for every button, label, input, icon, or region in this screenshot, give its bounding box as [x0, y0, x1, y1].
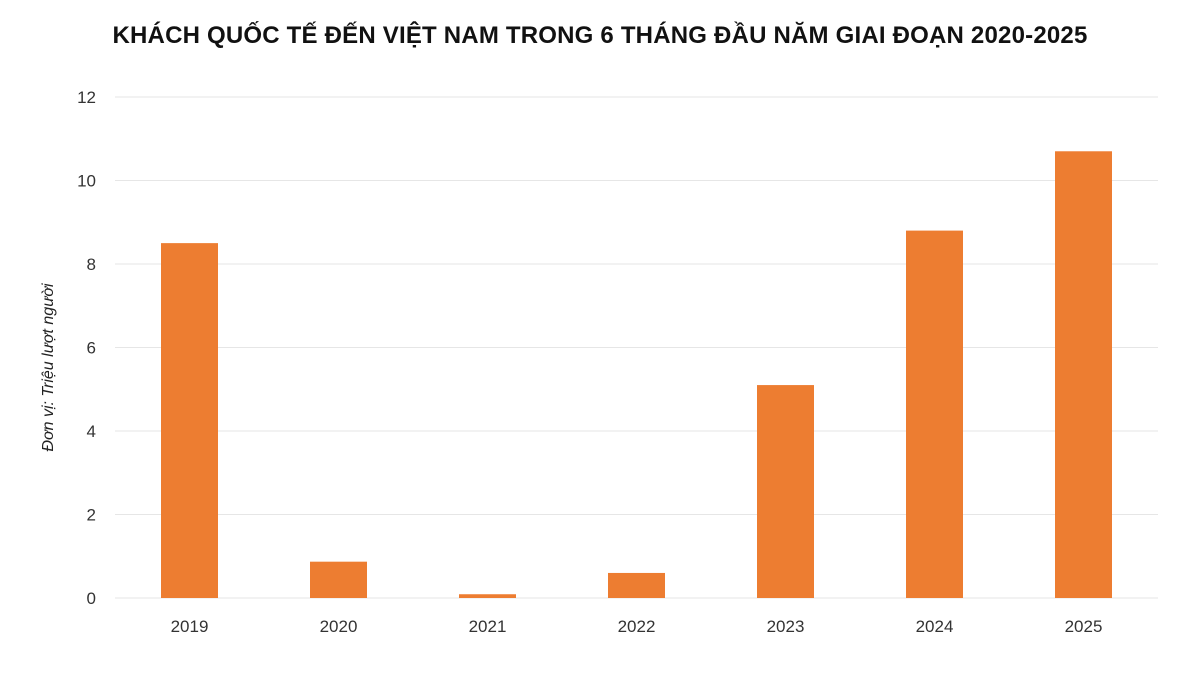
chart-title: KHÁCH QUỐC TẾ ĐẾN VIỆT NAM TRONG 6 THÁNG…: [112, 22, 1088, 49]
y-tick-label: 12: [77, 88, 96, 107]
x-axis-ticks: 2019 2020 2021 2022 2023 2024 2025: [171, 617, 1103, 636]
y-tick-label: 10: [77, 172, 96, 191]
x-tick-label: 2019: [171, 617, 209, 636]
bar-2023: [757, 385, 814, 598]
bar-2019: [161, 243, 218, 598]
bar-2024: [906, 230, 963, 598]
y-axis-title: Đơn vị: Triệu lượt người: [40, 283, 57, 452]
x-tick-label: 2022: [618, 617, 656, 636]
bar-2020: [310, 561, 367, 598]
bar-2021: [459, 594, 516, 598]
y-tick-label: 2: [87, 506, 96, 525]
y-tick-label: 4: [87, 422, 96, 441]
bars: [161, 151, 1112, 598]
bar-2022: [608, 572, 665, 598]
x-tick-label: 2023: [767, 617, 805, 636]
y-tick-label: 0: [87, 589, 96, 608]
y-axis-ticks: 0 2 4 6 8 10 12: [77, 88, 96, 608]
y-tick-label: 6: [87, 339, 96, 358]
x-tick-label: 2020: [320, 617, 358, 636]
gridlines: [115, 96, 1158, 599]
x-tick-label: 2025: [1065, 617, 1103, 636]
x-tick-label: 2021: [469, 617, 507, 636]
bar-2025: [1055, 151, 1112, 598]
y-tick-label: 8: [87, 255, 96, 274]
x-tick-label: 2024: [916, 617, 954, 636]
